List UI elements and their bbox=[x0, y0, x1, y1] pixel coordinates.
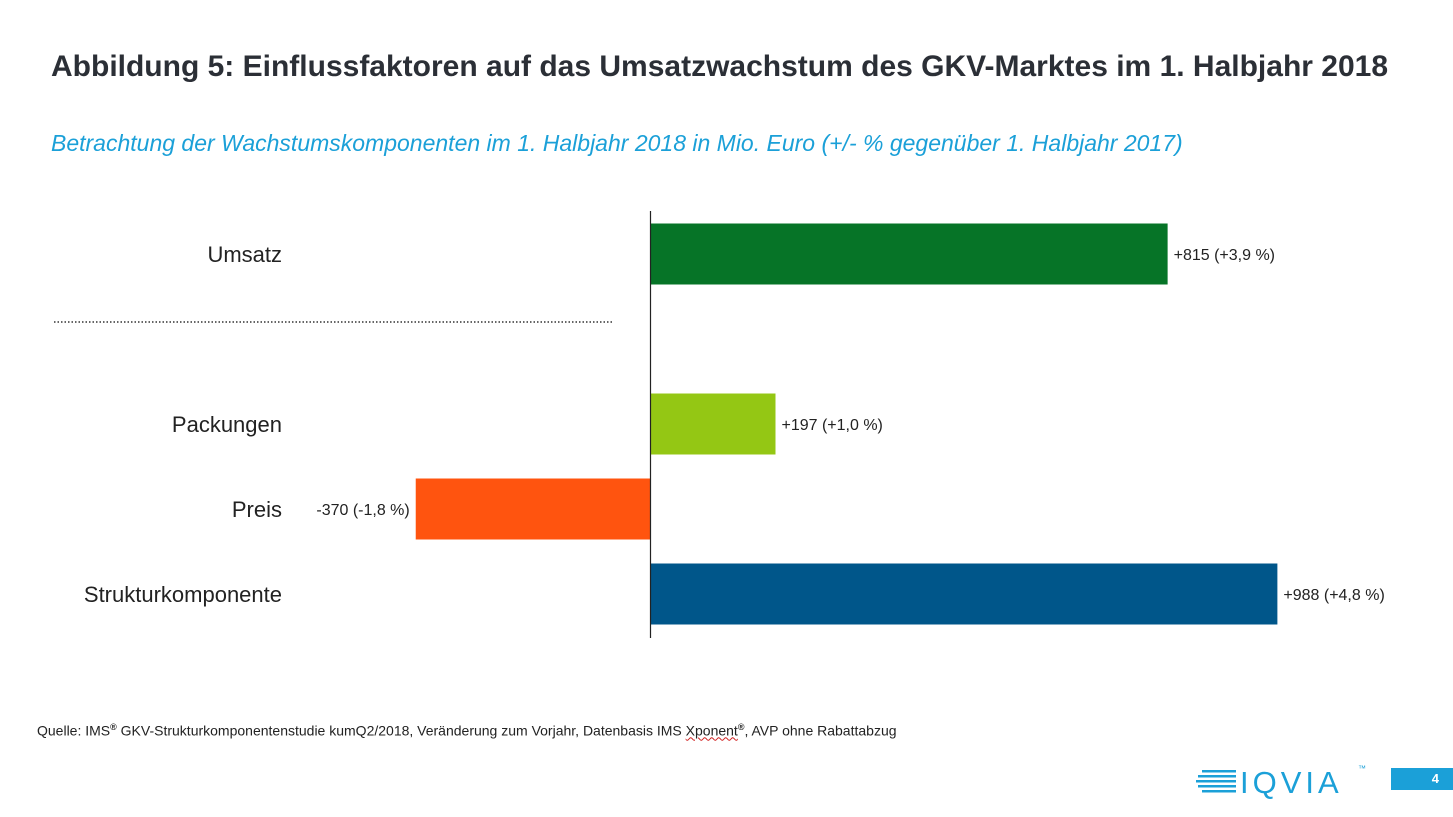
bar-chart: Umsatz +815 (+3,9 %) Packungen +197 (+1,0 %… bbox=[54, 211, 1385, 638]
value-label-umsatz: +815 (+3,9 %) bbox=[1174, 247, 1275, 264]
logo-tm: ™ bbox=[1358, 764, 1366, 773]
source-note: Quelle: IMS® GKV-Strukturkomponentenstud… bbox=[37, 722, 897, 739]
value-label-preis: -370 (-1,8 %) bbox=[316, 502, 409, 519]
bar-umsatz bbox=[650, 223, 1168, 285]
category-label-preis: Preis bbox=[232, 497, 282, 522]
bar-packungen bbox=[650, 393, 776, 455]
page-number: 4 bbox=[1391, 768, 1453, 790]
logo-stripes-icon bbox=[1196, 770, 1236, 793]
logo-text: IQVIA bbox=[1240, 765, 1343, 800]
category-label-packungen: Packungen bbox=[172, 412, 282, 437]
value-label-strukturkomponente: +988 (+4,8 %) bbox=[1283, 587, 1384, 604]
category-label-umsatz: Umsatz bbox=[207, 242, 282, 267]
chart-subtitle: Betrachtung der Wachstumskomponenten im … bbox=[51, 130, 1183, 156]
category-label-strukturkomponente: Strukturkomponente bbox=[84, 582, 282, 607]
value-label-packungen: +197 (+1,0 %) bbox=[781, 417, 882, 434]
page-title: Abbildung 5: Einflussfaktoren auf das Um… bbox=[51, 50, 1389, 83]
bar-strukturkomponente bbox=[650, 563, 1278, 625]
bar-preis bbox=[415, 478, 651, 540]
iqvia-logo: IQVIA ™ bbox=[1196, 764, 1366, 800]
